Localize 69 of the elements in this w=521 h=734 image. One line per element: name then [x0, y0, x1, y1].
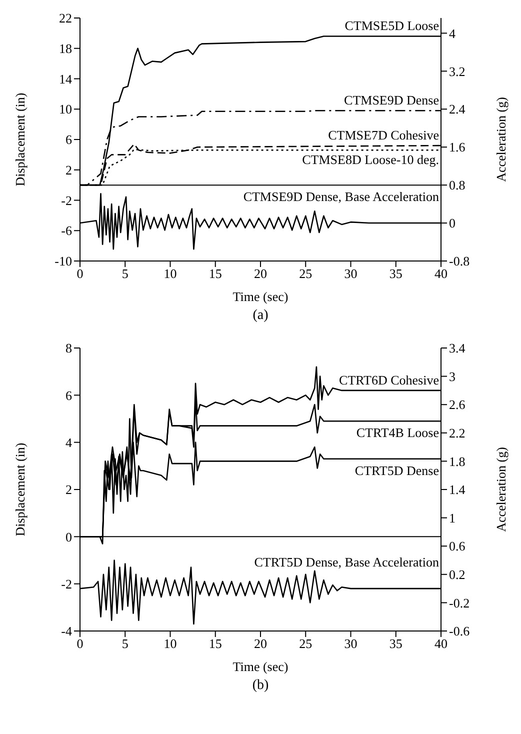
x-tick-label: 25	[299, 266, 312, 282]
y-tick-label: -10	[54, 254, 72, 269]
x-tick-label: 15	[208, 636, 222, 652]
y2-tick-label: 3.2	[449, 64, 466, 79]
y-tick-label: 2	[66, 482, 72, 498]
x-tick-label: 10	[164, 266, 177, 282]
y2-tick-label: 4	[449, 26, 456, 41]
x-tick-label: 25	[299, 636, 312, 652]
y-tick-label: 14	[59, 71, 72, 86]
x-tick-label: 40	[434, 636, 448, 652]
series-label: CTRT5D Dense, Base Acceleration	[254, 554, 440, 570]
series-label: CTMSE8D Loose-10 deg.	[302, 152, 439, 168]
y2-tick-label: 0.8	[449, 178, 466, 193]
y2-tick-label: -0.2	[449, 595, 470, 610]
x-axis-title: Time (sec)	[232, 289, 288, 304]
x-axis-title: Time (sec)	[232, 659, 288, 674]
y2-tick-label: 1.4	[449, 482, 466, 498]
y-tick-label: 22	[59, 10, 72, 26]
y2-tick-label: 2.4	[449, 102, 466, 117]
x-tick-label: 35	[389, 636, 402, 652]
x-tick-label: 20	[254, 266, 267, 282]
y2-tick-label: 0.6	[449, 538, 466, 554]
y2-tick-label: 2.6	[449, 397, 466, 412]
y2-tick-label: 0.2	[449, 567, 466, 582]
y-tick-label: 2	[66, 162, 72, 178]
y-tick-label: 8	[66, 340, 72, 356]
series-label: CTRT4B Loose	[356, 425, 440, 440]
x-tick-label: 0	[76, 636, 84, 652]
text: (b)	[251, 678, 270, 694]
y-tick-label: 6	[66, 132, 72, 148]
y-tick-label: 10	[59, 102, 72, 117]
y2-tick-label: -0.8	[449, 254, 470, 269]
y2-tick-label: 0	[449, 216, 456, 231]
series-label: CTMSE9D Dense	[344, 92, 440, 108]
y2-tick-label: 3	[449, 368, 456, 384]
x-tick-label: 5	[122, 266, 128, 282]
y-axis-title: Displacement (in)	[12, 442, 28, 536]
y-tick-label: 0	[66, 529, 72, 544]
series-label: CTRT5D Dense	[354, 462, 440, 478]
y-axis-title: Displacement (in)	[12, 92, 28, 186]
series-label: CTRT6D Cohesive	[339, 372, 440, 388]
x-tick-label: 15	[208, 266, 222, 282]
x-tick-label: 40	[434, 266, 448, 282]
text: (a)	[252, 308, 270, 324]
series-label: CTMSE9D Dense, Base Acceleration	[243, 189, 440, 204]
y2-tick-label: 1.8	[449, 454, 466, 469]
x-tick-label: 0	[76, 266, 84, 282]
y2-tick-label: 1	[449, 510, 456, 526]
y2-tick-label: 1.6	[449, 140, 466, 155]
x-tick-label: 30	[344, 636, 358, 652]
y2-tick-label: 2.2	[449, 426, 466, 441]
y-tick-label: 6	[66, 388, 72, 403]
y-tick-label: -6	[61, 223, 72, 238]
x-tick-label: 20	[254, 636, 267, 652]
y2-axis-title: Acceleration (g)	[494, 97, 509, 182]
series-label: CTMSE7D Cohesive	[328, 128, 440, 143]
y2-tick-label: 3.4	[449, 340, 466, 356]
y2-axis-title: Acceleration (g)	[494, 447, 509, 532]
y-tick-label: -2	[61, 192, 72, 208]
x-tick-label: 30	[344, 266, 358, 282]
y-tick-label: -2	[61, 576, 72, 592]
x-tick-label: 35	[389, 266, 402, 282]
series-label: CTMSE5D Loose	[344, 18, 440, 34]
y-tick-label: -4	[61, 624, 72, 639]
x-tick-label: 5	[122, 636, 128, 652]
y-tick-label: 4	[66, 434, 72, 450]
x-tick-label: 10	[164, 636, 177, 652]
y2-tick-label: -0.6	[449, 624, 470, 639]
y-tick-label: 18	[59, 40, 72, 56]
